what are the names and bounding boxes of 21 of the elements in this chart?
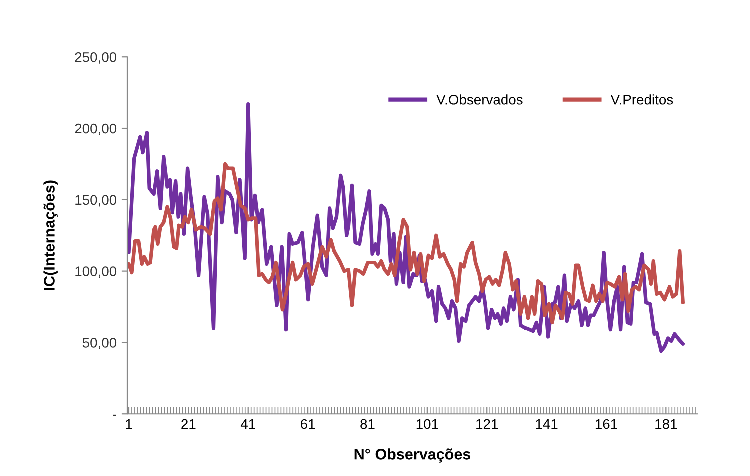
x-tick-label: 101	[416, 419, 438, 430]
x-tick-label: 81	[360, 419, 375, 430]
x-tick-label: 61	[301, 419, 316, 430]
y-tick-label: 50,00	[82, 338, 117, 350]
y-tick-label: 200,00	[75, 124, 117, 136]
x-tick-label: 1	[126, 419, 132, 430]
x-tick-label: 21	[182, 419, 196, 430]
y-tick-label: 100,00	[76, 266, 117, 278]
x-tick-label: 181	[656, 419, 678, 430]
x-tick-label: 41	[240, 419, 256, 430]
x-tick-label: 141	[536, 419, 558, 430]
legend-label: V.Preditos	[610, 94, 674, 105]
y-tick-label: 150,00	[76, 195, 117, 207]
y-tick-label: -	[113, 414, 116, 416]
x-tick-label: 161	[596, 419, 618, 430]
x-axis-title: N° Observações	[354, 448, 471, 463]
x-tick-label: 121	[476, 419, 498, 430]
y-tick-label: 250,00	[75, 52, 117, 64]
legend-label: V.Observados	[436, 94, 523, 105]
y-axis-title: IC(Internações)	[44, 180, 58, 290]
line-series	[128, 162, 685, 325]
